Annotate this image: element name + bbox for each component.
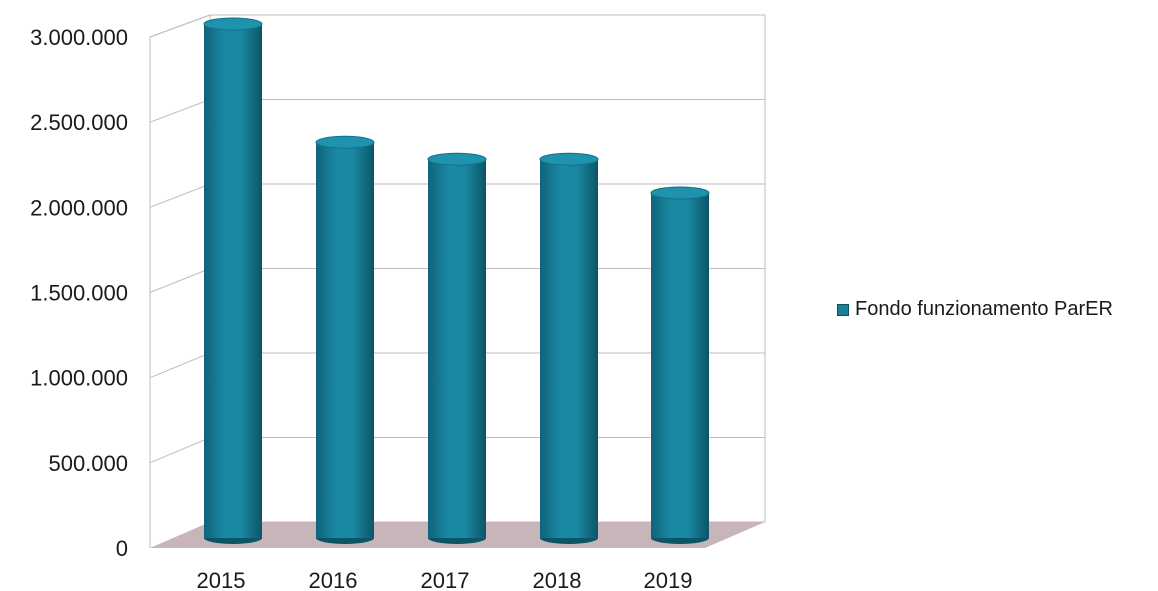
y-tick-label: 2.000.000 — [30, 195, 128, 220]
bar-top — [316, 136, 374, 148]
y-tick-label: 2.500.000 — [30, 110, 128, 135]
x-tick-label: 2015 — [197, 568, 246, 591]
y-tick-label: 500.000 — [48, 451, 128, 476]
y-axis-ticks: 0 500.000 1.000.000 1.500.000 2.000.000 2.500… — [30, 25, 128, 561]
x-tick-label: 2019 — [644, 568, 693, 591]
bar — [651, 187, 709, 544]
legend: Fondo funzionamento ParER — [837, 298, 1113, 321]
y-tick-label: 1.500.000 — [30, 281, 128, 306]
bar-top — [540, 153, 598, 165]
bar-top — [204, 18, 262, 30]
y-tick-label: 3.000.000 — [30, 25, 128, 50]
legend-label: Fondo funzionamento ParER — [855, 298, 1113, 321]
bar — [316, 136, 374, 544]
bar — [428, 153, 486, 544]
y-tick-label: 1.000.000 — [30, 366, 128, 391]
x-tick-label: 2017 — [421, 568, 470, 591]
y-tick-label: 0 — [116, 536, 128, 561]
legend-swatch — [837, 304, 849, 316]
x-axis-ticks: 2015 2016 2017 2018 2019 — [197, 568, 693, 591]
x-tick-label: 2018 — [533, 568, 582, 591]
bar-top — [651, 187, 709, 199]
bar — [540, 153, 598, 544]
bar-top — [428, 153, 486, 165]
bar — [204, 18, 262, 544]
x-tick-label: 2016 — [309, 568, 358, 591]
